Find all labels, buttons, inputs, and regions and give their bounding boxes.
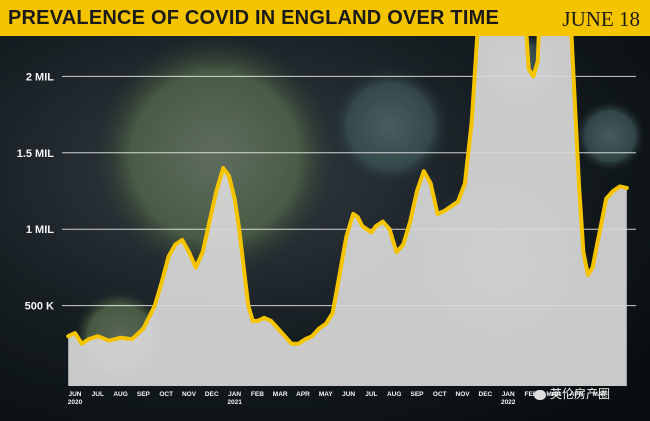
y-tick-label: 2 MIL	[26, 71, 54, 83]
title-banner: PREVALENCE OF COVID IN ENGLAND OVER TIME…	[0, 0, 650, 36]
x-tick-year: 2022	[501, 399, 516, 406]
x-tick-label: AUG	[387, 391, 401, 398]
x-tick-label: FEB	[251, 391, 264, 398]
x-tick-label: NOV	[182, 391, 197, 398]
x-tick-year: 2021	[227, 399, 242, 406]
chart-title: PREVALENCE OF COVID IN ENGLAND OVER TIME	[8, 7, 499, 29]
x-tick-label: DEC	[205, 391, 219, 398]
y-tick-label: 500 K	[25, 301, 54, 313]
x-tick-label: JUL	[92, 391, 104, 398]
x-tick-label: JUN	[342, 391, 355, 398]
x-tick-label: JUN	[68, 391, 81, 398]
area-layer	[66, 36, 629, 386]
x-tick-label: JAN	[502, 391, 515, 398]
wechat-icon	[534, 389, 546, 400]
x-tick-label: MAY	[592, 391, 607, 398]
y-tick-label: 1.5 MIL	[17, 148, 55, 160]
chart-date: JUNE 18	[562, 7, 640, 31]
x-tick-label: JAN	[228, 391, 241, 398]
x-tick-label: DEC	[479, 391, 493, 398]
x-tick-label: NOV	[456, 391, 471, 398]
x-tick-label: JUL	[365, 391, 377, 398]
x-tick-label: FEB	[525, 391, 538, 398]
prevalence-area	[68, 36, 627, 386]
x-tick-label: MAR	[546, 391, 561, 398]
prevalence-line	[66, 36, 629, 346]
x-tick-label: APR	[570, 391, 584, 398]
x-tick-year: 2020	[68, 399, 83, 406]
x-tick-label: OCT	[433, 391, 447, 398]
x-tick-label: AUG	[113, 391, 127, 398]
x-tick-label: SEP	[410, 391, 424, 398]
watermark: 英伦房产圈	[534, 385, 610, 402]
x-tick-label: SEP	[137, 391, 151, 398]
x-tick-label: MAY	[319, 391, 334, 398]
y-tick-label: 1 MIL	[26, 224, 54, 236]
watermark-text: 英伦房产圈	[550, 387, 611, 401]
x-tick-label: MAR	[273, 391, 288, 398]
x-tick-label: APR	[296, 391, 310, 398]
x-tick-label: OCT	[159, 391, 173, 398]
